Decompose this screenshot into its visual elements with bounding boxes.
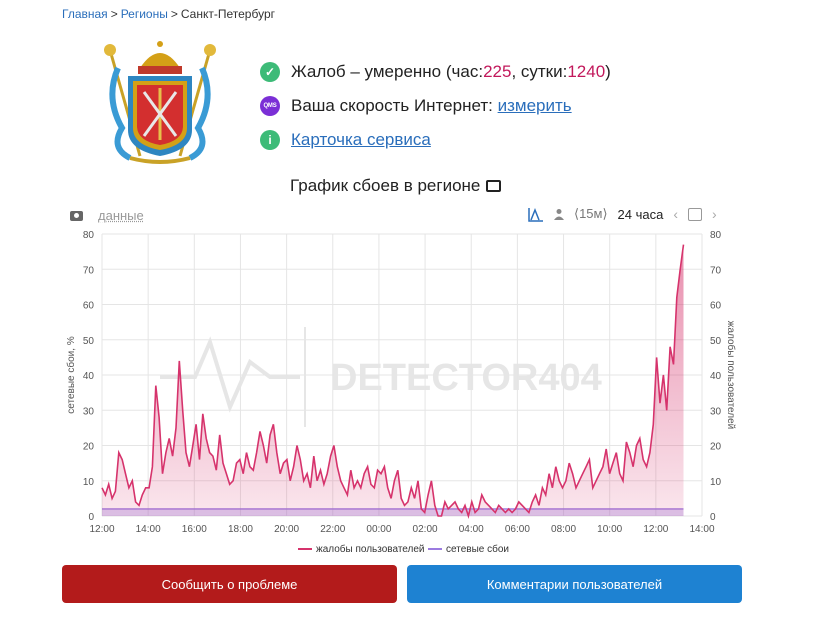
x-tick-label: 08:00 [551, 524, 576, 535]
y-tick-label-left: 30 [83, 406, 95, 417]
x-tick-label: 22:00 [320, 524, 345, 535]
complaints-line [101, 244, 685, 519]
complaints-area [102, 244, 684, 516]
complaints-status: ✓ Жалоб – умеренно (час: 225, сутки: 124… [260, 55, 611, 89]
day-value: 1240 [567, 62, 606, 81]
y-tick-label-right: 40 [710, 371, 722, 382]
close-paren: ) [605, 62, 611, 81]
breadcrumb-current: Санкт-Петербург [180, 7, 275, 21]
chart-toolbar-right: ⟨15м⟩ 24 часа ‹ › [528, 206, 727, 222]
service-card-link[interactable]: Карточка сервиса [291, 130, 431, 149]
status-block: ✓ Жалоб – умеренно (час: 225, сутки: 124… [260, 55, 611, 157]
legend-label: сетевые сбои [446, 543, 509, 555]
x-tick-label: 00:00 [366, 524, 391, 535]
y-tick-label-right: 70 [710, 265, 722, 276]
x-tick-label: 20:00 [274, 524, 299, 535]
legend-label: жалобы пользователей [316, 543, 425, 555]
breadcrumb-separator: > [170, 7, 178, 21]
day-label: , сутки: [511, 62, 568, 81]
y-tick-label-left: 0 [88, 512, 94, 523]
interval-24h[interactable]: 24 часа [617, 206, 664, 222]
y-tick-label-left: 40 [83, 371, 95, 382]
breadcrumb: Главная > Регионы > Санкт-Петербург [62, 7, 275, 21]
y-tick-label-right: 80 [710, 230, 722, 241]
camera-icon[interactable] [70, 210, 83, 221]
watermark-text: DETECTOR404 [330, 357, 602, 399]
hour-value: 225 [483, 62, 512, 81]
y-tick-label-right: 10 [710, 477, 722, 488]
y-tick-label-left: 70 [83, 265, 95, 276]
outage-chart: DETECTOR404 0 0 10 10 20 20 30 30 40 40 50 50 60 60 70 7… [65, 230, 737, 555]
data-link[interactable]: данные [98, 208, 144, 223]
y-tick-label-left: 80 [83, 230, 95, 241]
coat-of-arms-icon [104, 41, 216, 164]
y-tick-label-left: 50 [83, 336, 95, 347]
y-tick-label-right: 0 [710, 512, 716, 523]
complaints-prefix: Жалоб – умеренно (час: [291, 62, 484, 81]
chevron-left-icon[interactable]: ‹ [673, 206, 679, 222]
area-chart-icon[interactable] [528, 207, 544, 222]
breadcrumb-separator: > [110, 7, 118, 21]
chart-title-text: График сбоев в регионе [290, 176, 481, 195]
monitor-icon[interactable] [486, 180, 502, 192]
info-icon: i [260, 130, 280, 150]
chart-toolbar-left: данные [70, 208, 144, 223]
breadcrumb-regions[interactable]: Регионы [120, 7, 168, 21]
user-icon[interactable] [554, 208, 564, 220]
chart-title: График сбоев в регионе [290, 176, 502, 196]
service-card-row: i Карточка сервиса [260, 123, 611, 157]
y-tick-label-left: 20 [83, 442, 95, 453]
x-tick-label: 04:00 [459, 524, 484, 535]
x-tick-label: 12:00 [643, 524, 668, 535]
y-tick-label-left: 60 [83, 301, 95, 312]
user-comments-button[interactable]: Комментарии пользователей [407, 565, 742, 603]
y-tick-label-right: 60 [710, 301, 722, 312]
y-tick-label-left: 10 [83, 477, 95, 488]
check-icon: ✓ [260, 62, 280, 82]
x-tick-label: 02:00 [413, 524, 438, 535]
chevron-right-icon[interactable]: › [712, 206, 717, 222]
x-tick-label: 18:00 [228, 524, 253, 535]
report-problem-button[interactable]: Сообщить о проблеме [62, 565, 397, 603]
interval-15m[interactable]: ⟨15м⟩ [574, 206, 608, 221]
measure-speed-link[interactable]: измерить [497, 96, 572, 115]
speed-label: Ваша скорость Интернет: [291, 96, 493, 115]
x-tick-label: 10:00 [597, 524, 622, 535]
x-tick-label: 12:00 [89, 524, 114, 535]
watermark-logo-icon [160, 336, 300, 413]
breadcrumb-home[interactable]: Главная [62, 7, 108, 21]
y-axis-label-left: сетевые сбои, % [65, 336, 77, 414]
qms-icon: QMS [260, 96, 280, 116]
x-tick-label: 16:00 [182, 524, 207, 535]
calendar-icon[interactable] [688, 207, 703, 221]
x-tick-label: 14:00 [689, 524, 714, 535]
y-axis-label-right: жалобы пользователей [725, 321, 737, 430]
x-tick-label: 06:00 [505, 524, 530, 535]
y-tick-label-right: 20 [710, 442, 722, 453]
y-tick-label-right: 50 [710, 336, 722, 347]
speed-row: QMS Ваша скорость Интернет: измерить [260, 89, 611, 123]
y-tick-label-right: 30 [710, 406, 722, 417]
x-tick-label: 14:00 [136, 524, 161, 535]
